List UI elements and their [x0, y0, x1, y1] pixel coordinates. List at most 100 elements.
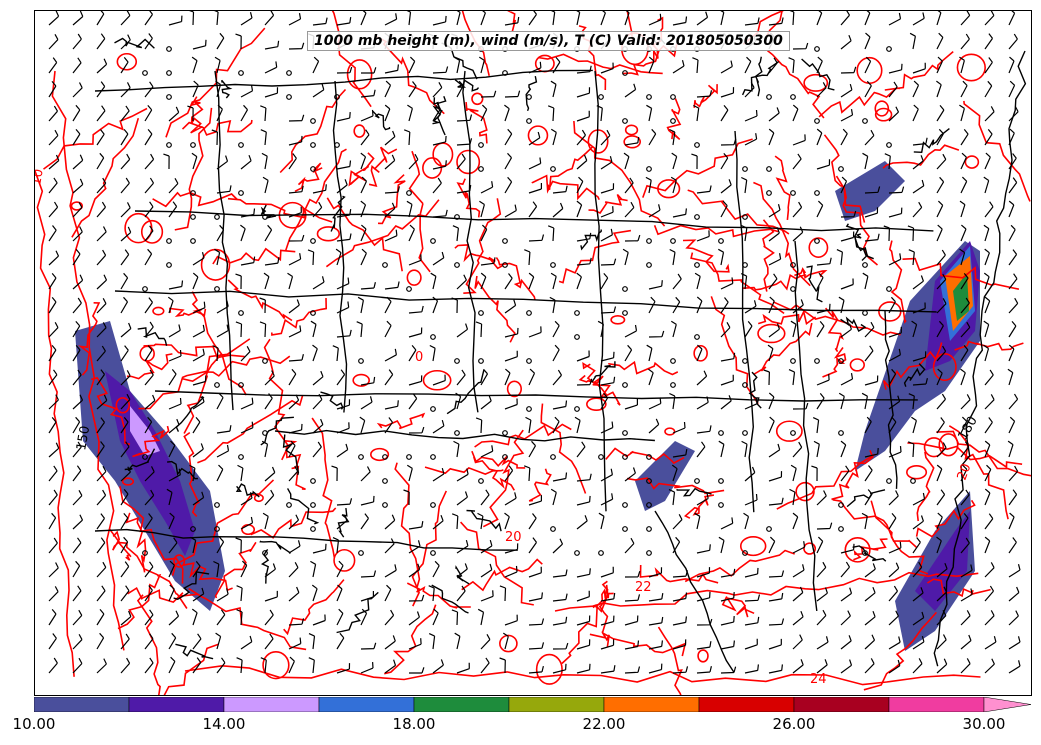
calm-wind-circle	[526, 358, 532, 364]
wind-barb	[528, 495, 542, 506]
temperature-contour	[626, 11, 634, 43]
wind-barb	[430, 272, 437, 290]
wind-barb	[768, 618, 785, 626]
wind-barb	[336, 443, 349, 458]
wind-barb	[144, 416, 153, 434]
wind-barb	[768, 273, 778, 290]
wind-barb	[696, 567, 711, 578]
temperature-contour-closed	[874, 100, 890, 117]
wind-barb	[336, 608, 344, 626]
wind-barb	[528, 513, 537, 530]
wind-barb	[432, 160, 447, 170]
wind-barb	[528, 61, 542, 74]
calm-wind-circle	[742, 214, 748, 220]
wind-barb	[432, 560, 440, 578]
wind-barb	[336, 560, 344, 578]
wind-barb	[528, 183, 542, 194]
wind-barb	[240, 12, 253, 26]
wind-barb	[816, 374, 830, 386]
wind-barb	[528, 272, 535, 290]
wind-barb	[984, 296, 991, 314]
height-contour	[320, 391, 344, 410]
temperature-contour	[465, 102, 488, 144]
temperature-contour	[762, 219, 775, 292]
wind-barb	[862, 272, 869, 290]
wind-barb	[475, 321, 483, 338]
height-contour	[260, 416, 294, 446]
wind-barb	[936, 320, 944, 338]
wind-barb	[312, 83, 325, 98]
temperature-contour-closed	[803, 73, 829, 92]
wind-barb	[959, 248, 966, 266]
calm-wind-circle	[694, 478, 700, 484]
wind-barb	[816, 636, 829, 650]
wind-barb	[960, 610, 971, 626]
calm-wind-circle	[790, 358, 796, 364]
wind-barb	[936, 200, 944, 218]
calm-wind-circle	[454, 262, 460, 268]
wind-barb	[357, 296, 364, 314]
wind-barb	[168, 560, 175, 578]
temperature-contour	[753, 181, 811, 287]
contour-label: 10	[35, 168, 47, 187]
height-contour	[259, 540, 291, 554]
calm-wind-circle	[622, 70, 628, 76]
wind-barb	[216, 224, 225, 242]
calm-wind-circle	[622, 430, 628, 436]
wind-barb	[480, 272, 487, 290]
wind-barb	[432, 374, 446, 386]
temperature-contour	[666, 98, 682, 141]
contour-label: 20	[505, 530, 522, 545]
colorbar-segment	[888, 697, 985, 712]
temperature-contour	[348, 152, 375, 187]
wind-barb	[648, 128, 657, 146]
temperature-contour	[823, 134, 866, 223]
wind-barb	[72, 609, 83, 626]
calm-wind-circle	[814, 46, 820, 52]
wind-barb	[120, 34, 131, 50]
height-contour	[431, 584, 469, 614]
wind-barb	[72, 634, 83, 650]
boundary-line	[94, 528, 518, 551]
wind-barb	[600, 129, 611, 146]
wind-barb	[72, 274, 84, 290]
wind-barb	[453, 440, 460, 458]
wind-barb	[576, 65, 592, 74]
wind-barb	[96, 632, 105, 650]
wind-barb	[312, 614, 326, 626]
wind-barb	[696, 544, 711, 554]
wind-barb	[120, 296, 129, 314]
wind-barb	[240, 421, 254, 434]
wind-barb	[671, 152, 678, 170]
wind-barb	[672, 592, 688, 602]
wind-barb	[48, 465, 58, 482]
wind-barb	[648, 13, 662, 26]
temperature-contour	[495, 257, 536, 301]
wind-barb	[528, 592, 543, 602]
wind-barb	[1008, 393, 1019, 410]
wind-barb	[384, 400, 399, 410]
temperature-contour-closed	[456, 149, 481, 175]
wind-barb	[96, 249, 107, 266]
wind-barb	[788, 57, 795, 74]
wind-barb	[408, 327, 423, 338]
wind-barb	[72, 394, 84, 410]
calm-wind-circle	[622, 286, 628, 292]
wind-barb	[120, 513, 129, 530]
wind-barb	[840, 108, 854, 122]
calm-wind-circle	[862, 262, 868, 268]
wind-barb	[576, 615, 591, 626]
wind-barb	[576, 129, 587, 146]
wind-barb	[310, 320, 317, 338]
wind-barb	[72, 33, 82, 50]
wind-barb	[912, 80, 920, 98]
wind-barb	[744, 133, 758, 146]
temperature-contour	[191, 291, 247, 396]
wind-barb	[984, 80, 993, 98]
wind-barb	[744, 493, 758, 506]
wind-barb	[646, 104, 653, 122]
wind-barb	[360, 495, 375, 506]
wind-barb	[960, 297, 970, 314]
wind-barb	[1008, 465, 1019, 482]
wind-barb	[190, 536, 197, 554]
